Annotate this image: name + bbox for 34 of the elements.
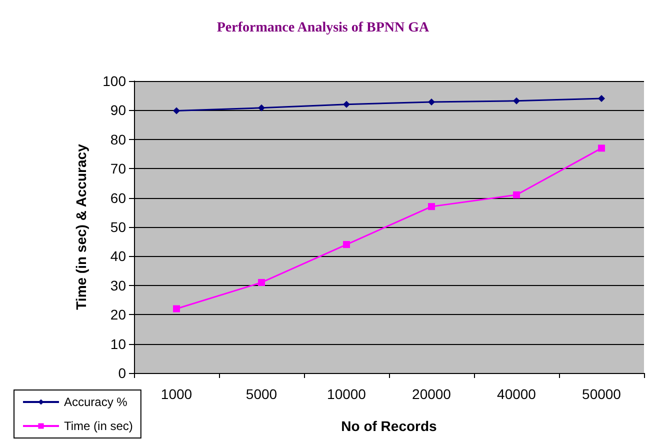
x-tick-label: 10000: [327, 386, 366, 402]
y-tick-label: 30: [110, 277, 126, 294]
y-tick-label: 50: [110, 219, 126, 235]
point: [173, 107, 180, 114]
y-tick-label: 10: [110, 336, 126, 352]
legend-label: Time (in sec): [64, 419, 133, 433]
point: [343, 100, 350, 108]
x-tick-label: 20000: [412, 386, 452, 402]
y-tick-label: 60: [110, 190, 126, 206]
legend-label: Accuracy %: [64, 395, 128, 409]
x-tick-label: 40000: [497, 386, 536, 402]
x-axis-title: No of Records: [341, 418, 438, 434]
y-tick-label: 0: [118, 365, 126, 381]
point: [258, 278, 265, 286]
chart-title: Performance Analysis of BPNN GA: [216, 20, 430, 36]
y-axis-title: Time (in sec) & Accuracy: [73, 144, 89, 310]
point: [598, 95, 605, 102]
point: [598, 144, 605, 152]
y-tick-label: 20: [110, 306, 126, 323]
point: [428, 98, 435, 106]
point: [173, 305, 180, 312]
x-tick-label: 5000: [246, 386, 278, 402]
point: [513, 191, 520, 198]
point: [343, 241, 350, 248]
point: [258, 104, 265, 112]
y-tick-label: 70: [110, 160, 126, 177]
x-tick-label: 50000: [582, 386, 622, 402]
y-tick-label: 100: [102, 73, 126, 89]
x-tick-label: 1000: [160, 386, 192, 402]
y-tick-label: 40: [110, 248, 126, 264]
point: [513, 97, 520, 104]
y-tick-label: 90: [110, 102, 126, 118]
y-tick-label: 80: [110, 131, 126, 148]
point: [428, 203, 435, 210]
